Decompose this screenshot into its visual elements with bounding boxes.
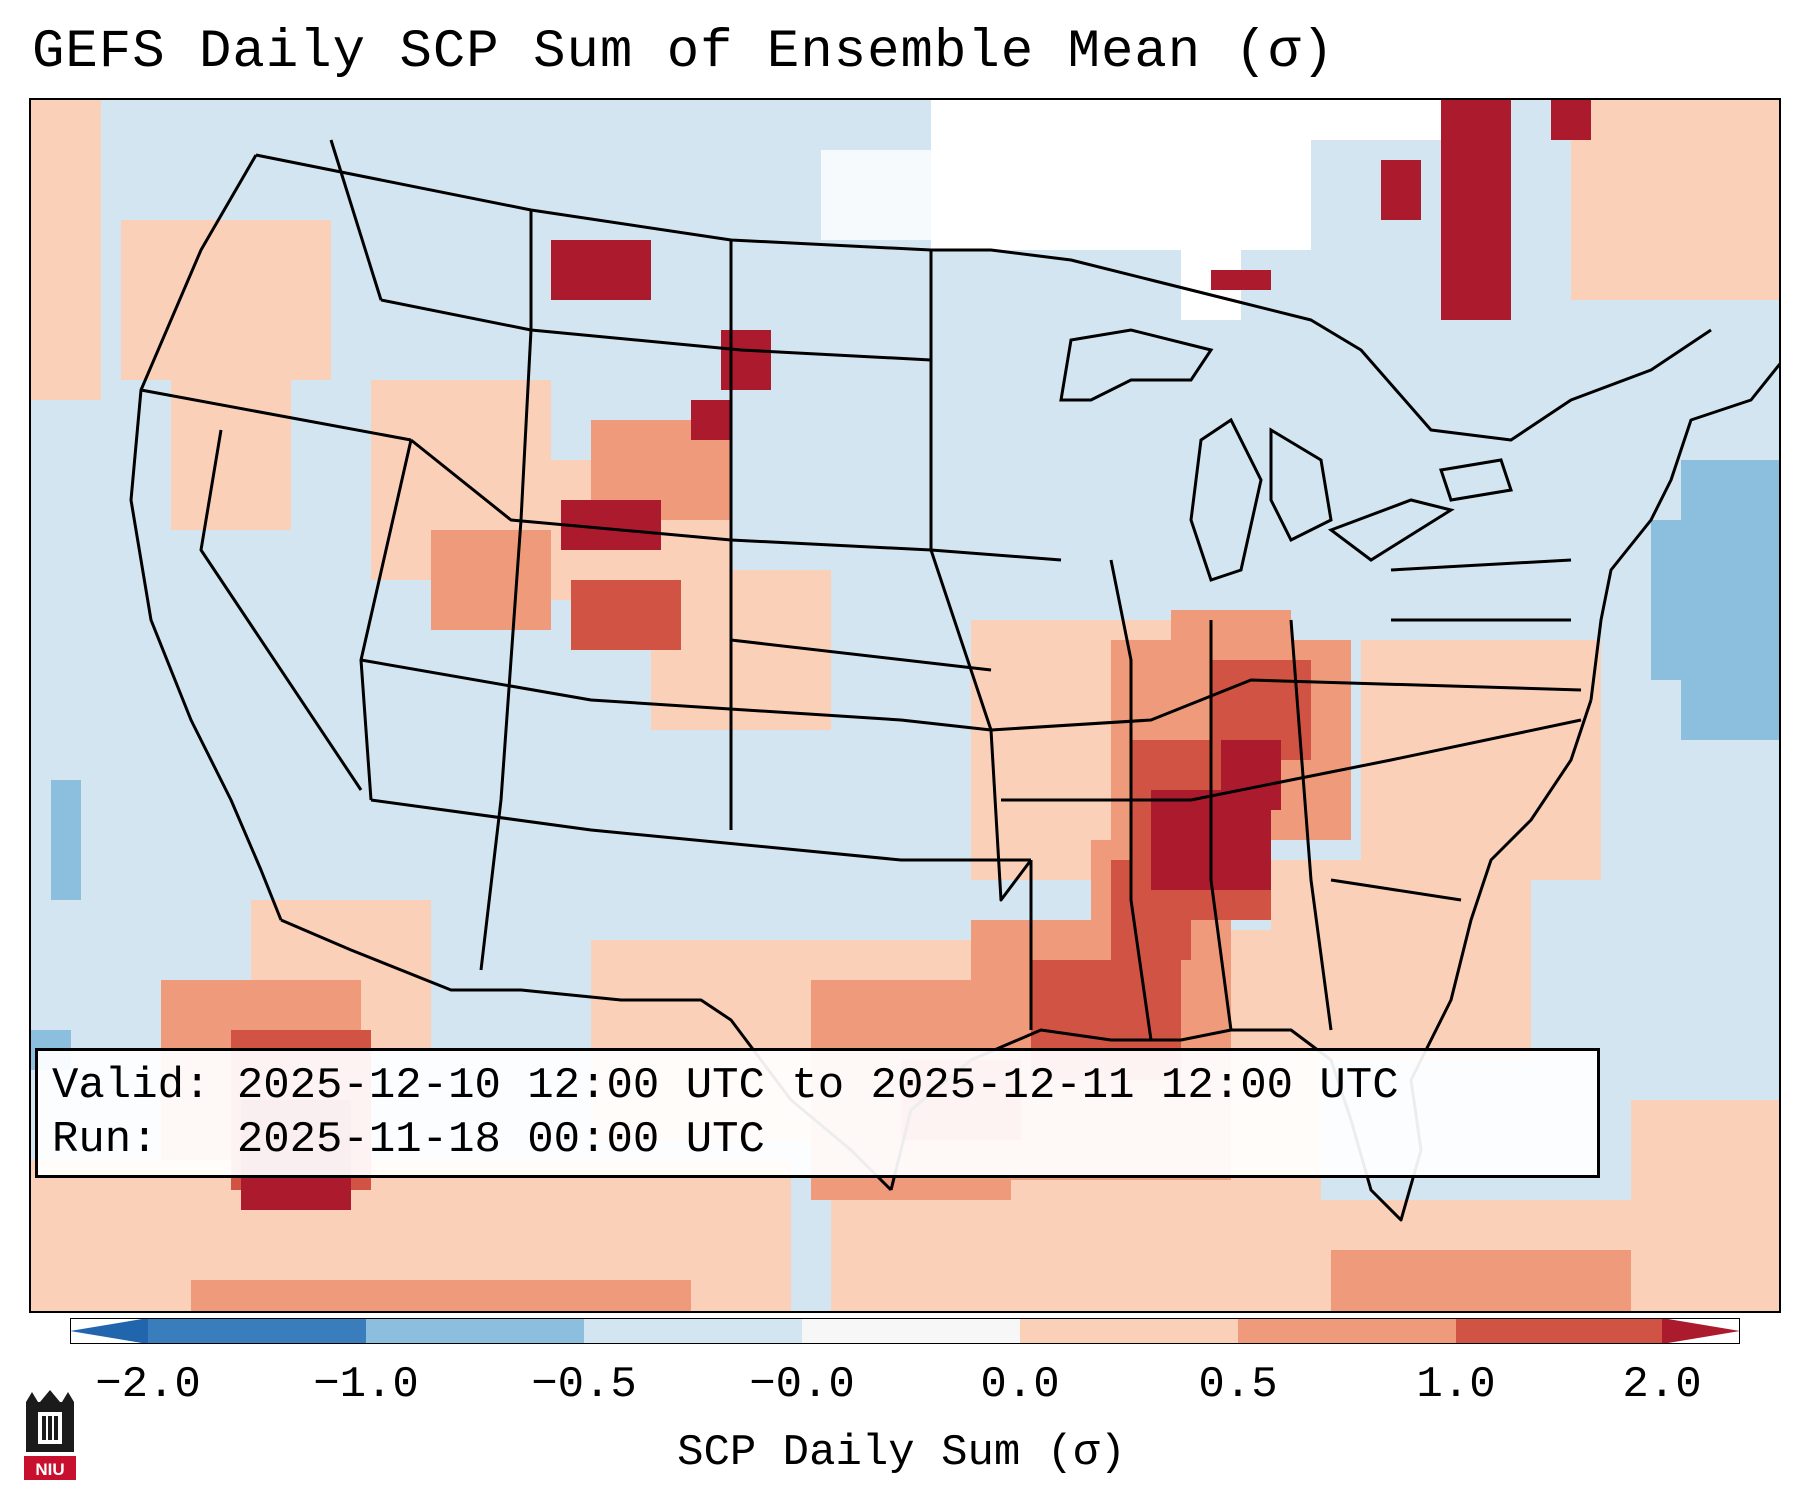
great-lakes xyxy=(1059,328,1513,582)
near-zero-region xyxy=(821,100,1451,320)
map-title: GEFS Daily SCP Sum of Ensemble Mean (σ) xyxy=(32,22,1335,83)
colorbar-segment-3 xyxy=(584,1318,802,1344)
colorbar-segment-5 xyxy=(1020,1318,1238,1344)
colorbar-tick-3: −0.5 xyxy=(531,1360,637,1410)
colorbar-label: SCP Daily Sum (σ) xyxy=(677,1428,1126,1478)
colorbar-extend-low xyxy=(70,1318,148,1344)
colorbar-tick-2: −1.0 xyxy=(313,1360,419,1410)
colorbar-segment-7 xyxy=(1456,1318,1662,1344)
valid-time-text: Valid: 2025-12-10 12:00 UTC to 2025-12-1… xyxy=(52,1061,1399,1111)
colorbar-tick-7: 1.0 xyxy=(1416,1360,1496,1410)
colorbar xyxy=(70,1318,1740,1344)
colorbar-tick-1: −2.0 xyxy=(95,1360,201,1410)
niu-logo-icon: NIU xyxy=(24,1390,76,1480)
colorbar-tick-8: 2.0 xyxy=(1622,1360,1702,1410)
colorbar-tick-4: −0.0 xyxy=(749,1360,855,1410)
political-boundaries xyxy=(129,139,1779,1222)
logo-text: NIU xyxy=(35,1460,64,1479)
colorbar-segment-1 xyxy=(148,1318,366,1344)
colorbar-segment-4 xyxy=(802,1318,1020,1344)
colorbar-tick-5: 0.0 xyxy=(980,1360,1060,1410)
colorbar-segment-2 xyxy=(366,1318,584,1344)
colorbar-tick-6: 0.5 xyxy=(1198,1360,1278,1410)
valid-run-info-box: Valid: 2025-12-10 12:00 UTC to 2025-12-1… xyxy=(35,1048,1600,1178)
run-time-text: Run: 2025-11-18 00:00 UTC xyxy=(52,1115,765,1165)
colorbar-segment-6 xyxy=(1238,1318,1456,1344)
colorbar-extend-high xyxy=(1662,1318,1740,1344)
